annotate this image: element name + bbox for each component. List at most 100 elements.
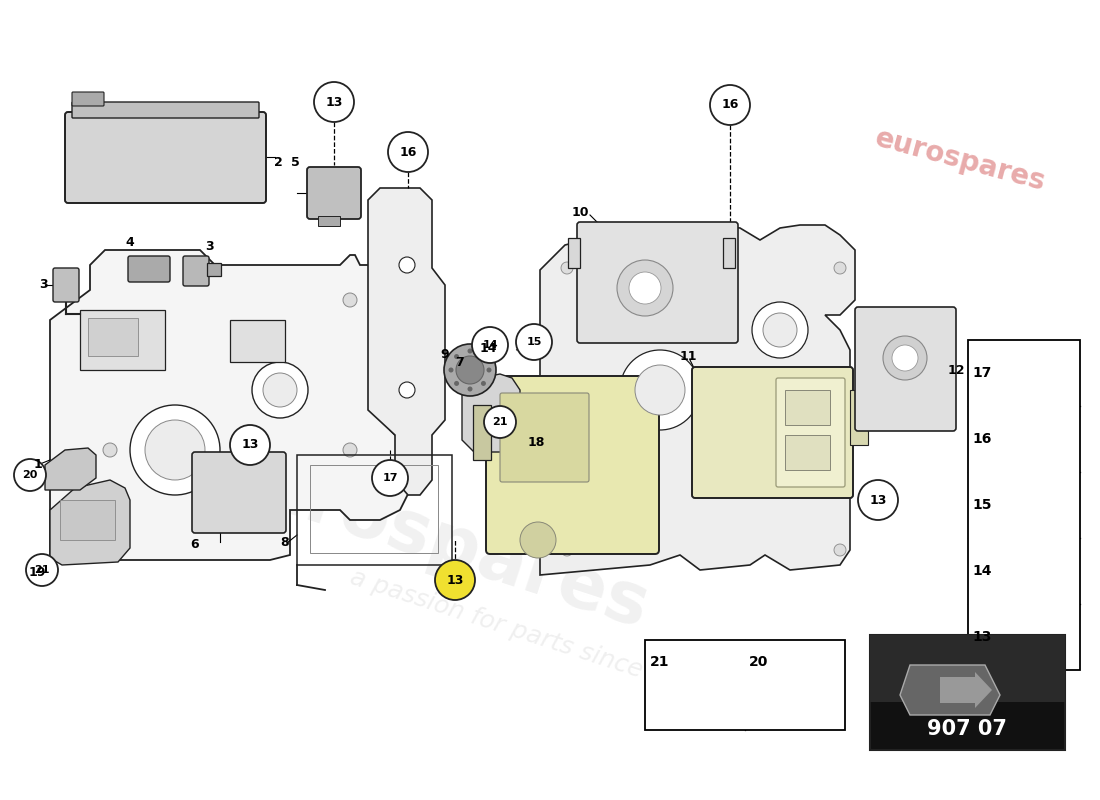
Text: 5: 5 — [290, 157, 299, 170]
Circle shape — [484, 406, 516, 438]
FancyBboxPatch shape — [72, 102, 258, 118]
Text: eurospares: eurospares — [871, 124, 1048, 196]
Circle shape — [892, 345, 918, 371]
Text: 1: 1 — [34, 458, 43, 471]
Circle shape — [834, 262, 846, 274]
FancyBboxPatch shape — [776, 378, 845, 487]
FancyBboxPatch shape — [72, 92, 104, 106]
Circle shape — [263, 373, 297, 407]
Circle shape — [444, 344, 496, 396]
Circle shape — [635, 365, 685, 415]
Text: 17: 17 — [972, 366, 992, 380]
Circle shape — [468, 386, 473, 391]
FancyBboxPatch shape — [65, 112, 266, 203]
FancyBboxPatch shape — [307, 167, 361, 219]
Bar — [80, 310, 165, 370]
Circle shape — [1036, 633, 1044, 641]
Bar — [318, 216, 340, 226]
Text: 15: 15 — [526, 337, 541, 347]
Circle shape — [561, 262, 573, 274]
Polygon shape — [50, 480, 130, 565]
Bar — [870, 635, 1065, 702]
Bar — [785, 390, 830, 425]
Bar — [473, 405, 491, 460]
Circle shape — [834, 544, 846, 556]
Circle shape — [481, 381, 486, 386]
FancyBboxPatch shape — [128, 256, 170, 282]
Bar — [1034, 351, 1046, 359]
Bar — [297, 455, 452, 565]
Text: eurospares: eurospares — [202, 437, 658, 643]
Text: 11: 11 — [680, 350, 696, 363]
Polygon shape — [900, 665, 1000, 715]
Text: 16: 16 — [722, 98, 739, 111]
Text: 21: 21 — [493, 417, 508, 427]
Text: 18: 18 — [527, 437, 544, 450]
Circle shape — [454, 354, 459, 359]
Text: 20: 20 — [22, 470, 37, 480]
Circle shape — [763, 313, 798, 347]
Circle shape — [449, 367, 453, 373]
Circle shape — [561, 544, 573, 556]
Text: 14: 14 — [972, 564, 992, 578]
Circle shape — [620, 350, 700, 430]
Text: 12: 12 — [947, 363, 965, 377]
Polygon shape — [540, 225, 855, 575]
Circle shape — [343, 443, 358, 457]
Circle shape — [343, 293, 358, 307]
Circle shape — [798, 690, 813, 706]
Circle shape — [1035, 566, 1045, 576]
Polygon shape — [1030, 493, 1050, 517]
Text: 21: 21 — [34, 565, 50, 575]
Circle shape — [434, 560, 475, 600]
Circle shape — [314, 82, 354, 122]
Circle shape — [14, 459, 46, 491]
Text: 14: 14 — [480, 342, 497, 354]
Text: 20: 20 — [749, 655, 769, 669]
Circle shape — [456, 356, 484, 384]
Circle shape — [103, 443, 117, 457]
Circle shape — [520, 522, 556, 558]
FancyBboxPatch shape — [578, 222, 738, 343]
Circle shape — [1036, 501, 1044, 509]
Bar — [850, 390, 868, 445]
Circle shape — [454, 381, 459, 386]
Circle shape — [786, 680, 823, 716]
Text: 2: 2 — [274, 155, 283, 169]
Text: 21: 21 — [650, 655, 670, 669]
Circle shape — [130, 405, 220, 495]
Circle shape — [702, 693, 713, 703]
Text: a passion for parts since 1982: a passion for parts since 1982 — [346, 566, 713, 705]
Text: 13: 13 — [447, 574, 464, 586]
Bar — [785, 435, 830, 470]
Circle shape — [1024, 621, 1056, 653]
Bar — [723, 238, 735, 268]
FancyBboxPatch shape — [692, 367, 852, 498]
Circle shape — [629, 272, 661, 304]
Polygon shape — [45, 448, 96, 490]
Polygon shape — [207, 263, 221, 276]
Bar — [1036, 359, 1044, 380]
Polygon shape — [50, 250, 410, 560]
FancyBboxPatch shape — [53, 268, 79, 302]
Polygon shape — [368, 188, 446, 495]
Circle shape — [399, 257, 415, 273]
Circle shape — [101, 513, 116, 527]
Text: 16: 16 — [972, 432, 992, 446]
Text: 7: 7 — [455, 355, 464, 369]
Circle shape — [372, 460, 408, 496]
Circle shape — [486, 367, 492, 373]
Text: 13: 13 — [972, 630, 992, 644]
Bar — [230, 320, 285, 362]
Text: 13: 13 — [326, 95, 343, 109]
Circle shape — [1024, 489, 1056, 522]
Circle shape — [752, 302, 808, 358]
Text: 13: 13 — [241, 438, 258, 451]
Circle shape — [399, 382, 415, 398]
Circle shape — [710, 85, 750, 125]
Bar — [1036, 435, 1044, 451]
Text: 16: 16 — [399, 146, 417, 158]
Bar — [568, 238, 580, 268]
Text: 15: 15 — [972, 498, 992, 512]
Circle shape — [1028, 559, 1052, 583]
